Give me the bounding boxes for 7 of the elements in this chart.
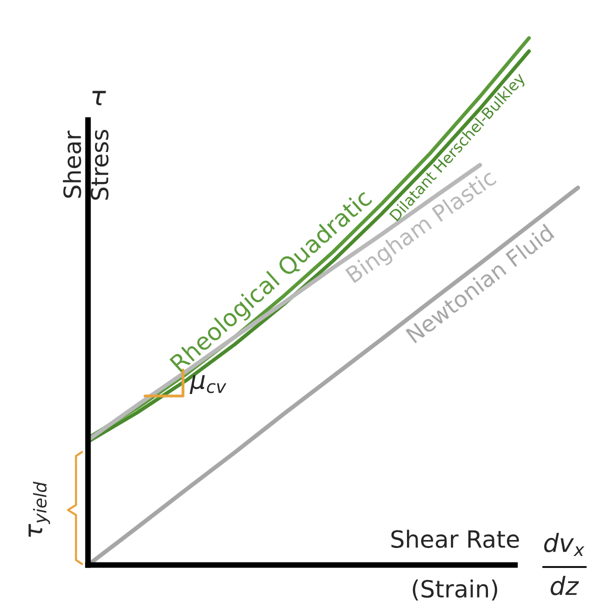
annotation: μ$_{cv}$	[190, 375, 226, 394]
annotation: dv$_{x}$	[544, 532, 584, 556]
y-axis-title: Shear Stress	[62, 130, 109, 200]
text: τ$_{yield}$	[28, 482, 50, 537]
annotation: τ	[92, 90, 106, 106]
text: dz	[550, 576, 579, 596]
text: Shear Rate (Strain)	[391, 530, 519, 601]
